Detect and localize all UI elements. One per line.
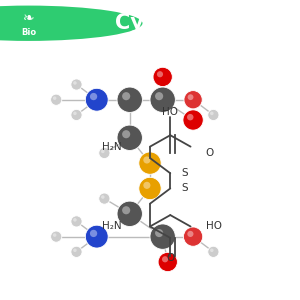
Circle shape [73, 112, 77, 115]
Circle shape [99, 147, 110, 158]
Text: H₂N: H₂N [103, 221, 122, 232]
Circle shape [184, 227, 203, 246]
Circle shape [143, 182, 150, 189]
Text: Cystine: Cystine [115, 13, 203, 33]
Circle shape [143, 156, 150, 164]
Text: Bio: Bio [21, 28, 36, 37]
Circle shape [71, 110, 82, 121]
Circle shape [208, 246, 219, 257]
Circle shape [150, 224, 176, 249]
Circle shape [0, 6, 142, 41]
Circle shape [85, 225, 108, 248]
Circle shape [117, 125, 142, 150]
Circle shape [73, 218, 77, 222]
Circle shape [187, 114, 194, 120]
Circle shape [158, 252, 177, 272]
Circle shape [155, 92, 163, 100]
Circle shape [162, 256, 168, 262]
Circle shape [155, 229, 163, 237]
Circle shape [90, 230, 97, 237]
Circle shape [150, 87, 176, 112]
Circle shape [51, 94, 62, 105]
Circle shape [122, 92, 130, 100]
Circle shape [122, 206, 130, 214]
Text: H₂N: H₂N [103, 142, 122, 152]
Circle shape [122, 130, 130, 138]
Text: HO: HO [162, 107, 178, 117]
Circle shape [139, 177, 161, 200]
Circle shape [139, 152, 161, 174]
Text: O: O [166, 253, 174, 263]
Circle shape [183, 110, 203, 130]
Circle shape [90, 93, 97, 100]
Text: ❧: ❧ [23, 11, 34, 25]
Circle shape [101, 150, 105, 153]
Circle shape [117, 87, 142, 112]
Text: O: O [206, 148, 214, 158]
Circle shape [187, 231, 194, 237]
Circle shape [184, 91, 202, 109]
Circle shape [71, 216, 82, 227]
Circle shape [208, 110, 219, 121]
Circle shape [85, 88, 108, 111]
Text: S: S [182, 168, 188, 178]
Circle shape [73, 248, 77, 252]
Circle shape [99, 193, 110, 204]
Circle shape [71, 79, 82, 90]
Circle shape [101, 195, 105, 199]
Circle shape [188, 94, 194, 100]
Circle shape [210, 248, 214, 252]
Circle shape [117, 201, 142, 226]
Text: S: S [182, 184, 188, 194]
Text: HO: HO [206, 221, 222, 232]
Circle shape [157, 71, 163, 77]
Circle shape [153, 67, 172, 87]
Circle shape [53, 233, 56, 237]
Circle shape [51, 231, 62, 242]
Circle shape [71, 246, 82, 257]
Circle shape [73, 81, 77, 85]
Circle shape [210, 112, 214, 115]
Circle shape [53, 96, 56, 100]
